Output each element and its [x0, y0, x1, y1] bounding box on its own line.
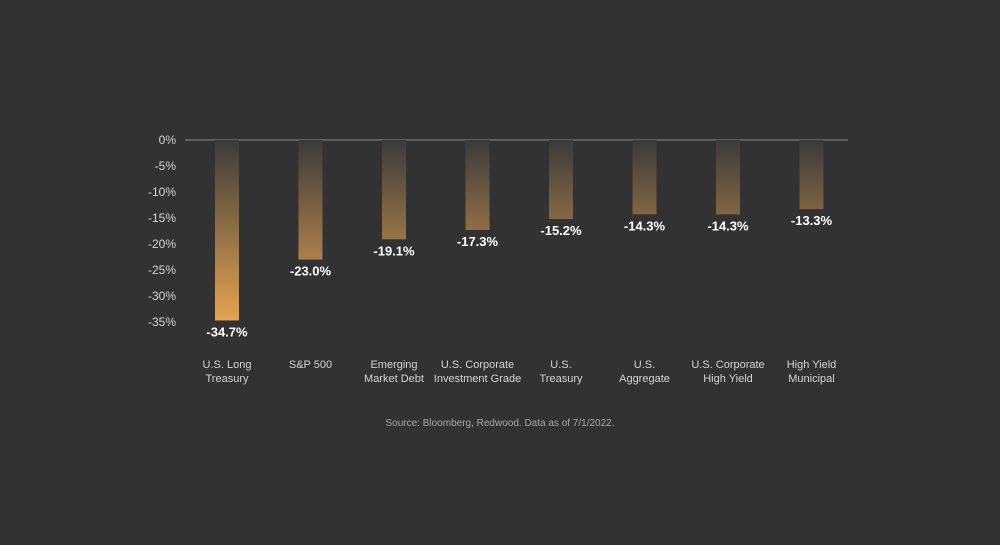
- bar: [799, 140, 824, 210]
- bar-value-label: -23.0%: [290, 264, 332, 279]
- y-tick-label: 0%: [159, 133, 177, 147]
- bar: [465, 140, 490, 230]
- y-axis: 0% -5% -10% -15% -20% -25% -30% -35%: [148, 133, 176, 329]
- category-label: High Yield Municipal: [787, 359, 837, 385]
- category-label: U.S. Treasury: [540, 359, 583, 385]
- bar: [215, 140, 239, 321]
- bar-value-label: -14.3%: [624, 218, 666, 233]
- bar: [716, 140, 740, 215]
- bar-value-label: -13.3%: [791, 213, 833, 228]
- y-tick-label: -15%: [148, 211, 176, 225]
- category-label: U.S. Corporate High Yield: [691, 359, 764, 385]
- bar: [549, 140, 573, 220]
- category-labels-group: U.S. Long Treasury S&P 500 Emerging Market D…: [203, 359, 837, 385]
- source-note: Source: Bloomberg, Redwood. Data as of 7…: [385, 418, 615, 429]
- bar-value-label: -14.3%: [707, 218, 749, 233]
- category-label: U.S. Corporate Investment Grade: [434, 359, 521, 385]
- y-tick-label: -5%: [155, 159, 177, 173]
- y-tick-label: -30%: [148, 289, 176, 303]
- bar: [632, 140, 657, 215]
- bar-value-label: -17.3%: [457, 234, 499, 249]
- value-labels-group: -34.7% -23.0% -19.1% -17.3% -15.2% -14.3% -14.…: [206, 213, 832, 339]
- y-tick-label: -10%: [148, 185, 176, 199]
- bar: [382, 140, 406, 240]
- y-tick-label: -25%: [148, 263, 176, 277]
- category-label: S&P 500: [289, 359, 332, 371]
- bar: [298, 140, 323, 260]
- category-label: U.S. Aggregate: [619, 359, 670, 385]
- y-tick-label: -20%: [148, 237, 176, 251]
- bar-value-label: -15.2%: [540, 223, 582, 238]
- bar-value-label: -34.7%: [206, 324, 248, 339]
- category-label: Emerging Market Debt: [364, 359, 424, 385]
- bars-group: [215, 140, 824, 321]
- bar-value-label: -19.1%: [373, 243, 415, 258]
- category-label: U.S. Long Treasury: [203, 359, 252, 385]
- y-tick-label: -35%: [148, 315, 176, 329]
